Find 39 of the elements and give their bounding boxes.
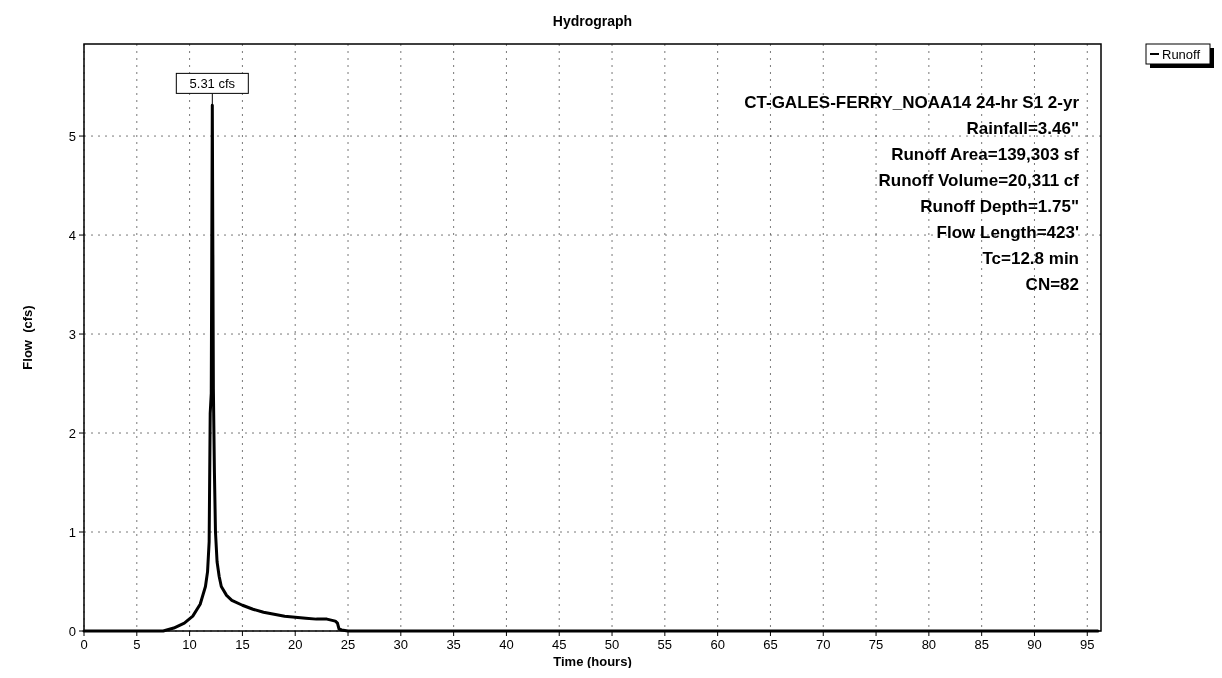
x-tick-label: 55	[657, 637, 673, 652]
y-tick-label: 2	[68, 426, 76, 442]
x-tick-label: 50	[604, 637, 620, 652]
legend-label: Runoff	[1162, 47, 1201, 62]
x-tick-label: 35	[446, 637, 461, 652]
x-tick-label: 75	[868, 637, 884, 652]
x-axis-title: Time (hours)	[553, 654, 632, 669]
annotation: Runoff Area=139,303 sf	[891, 145, 1080, 164]
y-tick-label: 0	[68, 624, 76, 639]
x-tick-label: 85	[974, 637, 989, 652]
annotation: CN=82	[1025, 275, 1079, 294]
y-axis-title: Flow (cfs)	[20, 305, 35, 370]
annotation: CT-GALES-FERRY_NOAA14 24-hr S1 2-yr	[744, 93, 1080, 112]
annotation: Tc=12.8 min	[982, 249, 1079, 268]
x-tick-label: 95	[1080, 637, 1095, 652]
x-tick-label: 65	[763, 637, 778, 652]
y-tick-label: 4	[68, 228, 76, 244]
y-tick-label: 1	[68, 525, 76, 541]
chart-title: Hydrograph	[552, 13, 633, 29]
x-tick-label: 5	[133, 637, 141, 652]
x-tick-label: 60	[710, 637, 725, 652]
x-tick-label: 0	[80, 637, 88, 652]
x-tick-label: 10	[182, 637, 197, 652]
x-tick-label: 40	[499, 637, 514, 652]
x-tick-label: 20	[287, 637, 303, 652]
annotation: Flow Length=423'	[936, 223, 1079, 242]
x-tick-label: 15	[235, 637, 250, 652]
x-tick-label: 25	[340, 637, 356, 652]
x-tick-label: 45	[552, 637, 567, 652]
y-tick-label: 3	[68, 327, 76, 343]
annotation: Runoff Volume=20,311 cf	[878, 171, 1080, 190]
annotation: Runoff Depth=1.75"	[920, 197, 1079, 216]
x-tick-label: 90	[1027, 637, 1042, 652]
x-tick-label: 30	[393, 637, 409, 652]
x-tick-label: 70	[816, 637, 831, 652]
y-tick-label: 5	[68, 129, 76, 145]
annotation: Rainfall=3.46"	[966, 119, 1079, 138]
annotation: 5.31 cfs	[189, 76, 236, 92]
x-tick-label: 80	[921, 637, 937, 652]
